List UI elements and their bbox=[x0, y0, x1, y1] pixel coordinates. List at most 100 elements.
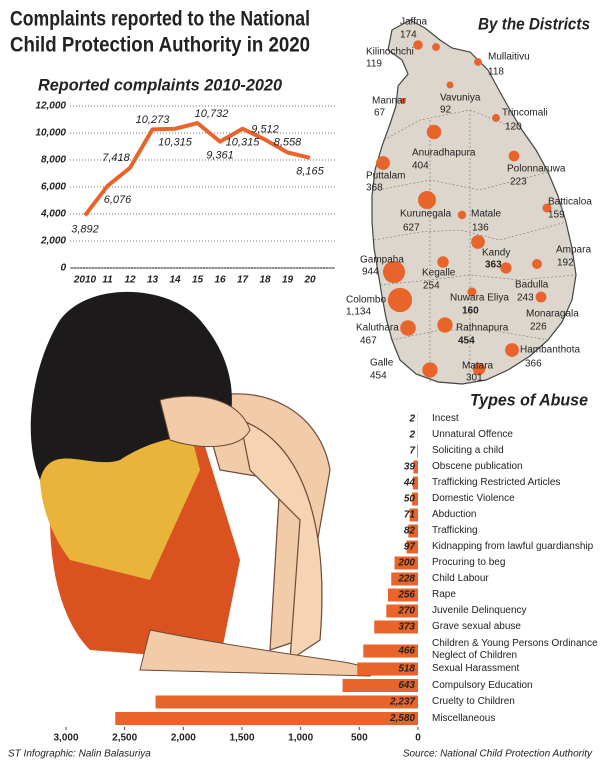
district-borders bbox=[373, 109, 575, 384]
value-label: 39 bbox=[404, 462, 416, 473]
district-bubble bbox=[376, 156, 390, 170]
bar-category: Trafficking Restricted Articles bbox=[432, 477, 561, 488]
bar-category: Rape bbox=[432, 589, 456, 600]
value-label: 2,237 bbox=[389, 697, 415, 708]
district-bubble bbox=[508, 150, 520, 162]
district-value: 160 bbox=[462, 306, 479, 317]
district-value: 174 bbox=[400, 30, 417, 41]
district-name: Batticaloa bbox=[548, 197, 592, 208]
district-bubble bbox=[505, 343, 519, 357]
district-value: 366 bbox=[525, 359, 542, 370]
district-value: 1,134 bbox=[346, 307, 371, 318]
x-tick-label: 500 bbox=[351, 733, 368, 744]
district-bubble bbox=[432, 43, 440, 51]
district-bubble bbox=[532, 259, 542, 269]
district-bubble bbox=[437, 317, 453, 333]
value-label: 373 bbox=[398, 622, 415, 633]
x-tick-label: 1,500 bbox=[229, 733, 254, 744]
value-label: 2 bbox=[408, 430, 415, 441]
bar-category: Miscellaneous bbox=[432, 712, 496, 724]
bar-category: Unnatural Offence bbox=[432, 429, 513, 440]
district-name: Puttalam bbox=[366, 171, 405, 182]
district-bubble bbox=[422, 362, 438, 378]
chart-title: By the Districts bbox=[478, 14, 590, 33]
district-name: Gampaha bbox=[360, 255, 404, 266]
bar bbox=[412, 476, 418, 490]
district-bubble bbox=[417, 190, 437, 210]
district-value: 192 bbox=[557, 258, 574, 269]
bar bbox=[386, 604, 418, 618]
bar bbox=[357, 662, 418, 676]
value-label: 8,558 bbox=[274, 136, 302, 148]
district-value: 254 bbox=[423, 281, 440, 292]
value-label: 82 bbox=[404, 526, 416, 537]
y-tick-label: 0 bbox=[60, 263, 66, 274]
value-label: 228 bbox=[397, 574, 415, 585]
bar-category: Trafficking bbox=[432, 525, 478, 536]
y-tick-label: 12,000 bbox=[35, 101, 66, 112]
value-label: 256 bbox=[397, 590, 415, 601]
value-label: 2 bbox=[408, 414, 415, 425]
bar-category: Domestic Violence bbox=[432, 493, 515, 504]
district-name: Rathnapura bbox=[456, 323, 509, 334]
district-name: Anuradhapura bbox=[412, 148, 476, 159]
district-name: Jaffna bbox=[400, 17, 427, 28]
district-bubble bbox=[500, 262, 512, 274]
bar-category: Children & Young Persons Ordinance Negle… bbox=[432, 638, 598, 661]
district-value: 223 bbox=[510, 177, 527, 188]
x-tick-label: 13 bbox=[147, 275, 159, 286]
district-bubble bbox=[474, 58, 482, 66]
y-tick-label: 10,000 bbox=[35, 128, 66, 139]
district-name: Trincomali bbox=[502, 108, 548, 119]
district-name: Polonnaruwa bbox=[507, 164, 566, 175]
value-label: 518 bbox=[398, 664, 415, 675]
district-name: Monaragala bbox=[526, 309, 579, 320]
district-value: 243 bbox=[517, 293, 534, 304]
district-name: Ampara bbox=[556, 245, 591, 256]
title: Complaints reported to the National bbox=[10, 8, 310, 31]
district-value: 159 bbox=[548, 210, 565, 221]
chart-title: Reported complaints 2010-2020 bbox=[38, 75, 283, 94]
bar bbox=[363, 644, 418, 658]
district-bubble bbox=[382, 260, 406, 284]
bar-category: Kidnapping from lawful guardianship bbox=[432, 541, 594, 552]
bar bbox=[409, 508, 418, 522]
value-label: 6,076 bbox=[104, 194, 132, 206]
district-value: 226 bbox=[530, 322, 547, 333]
bar bbox=[391, 572, 418, 586]
value-label: 97 bbox=[404, 542, 416, 553]
district-bubble bbox=[472, 362, 486, 376]
district-name: Kandy bbox=[482, 248, 510, 259]
district-bubble bbox=[535, 291, 547, 303]
x-tick-label: 2,500 bbox=[112, 733, 137, 744]
x-tick-label: 18 bbox=[259, 275, 271, 286]
district-name: Hambanthota bbox=[520, 345, 580, 356]
y-tick-label: 4,000 bbox=[40, 209, 66, 220]
bar-category: Child Labour bbox=[432, 573, 489, 584]
district-bubble bbox=[446, 81, 454, 89]
value-label: 10,315 bbox=[226, 137, 261, 149]
map-outline bbox=[371, 19, 577, 385]
bar bbox=[387, 588, 418, 602]
x-tick-label: 19 bbox=[282, 275, 294, 286]
district-name: Vavuniya bbox=[440, 93, 481, 104]
bar-category: Obscene publication bbox=[432, 461, 523, 472]
x-tick-label: 3,000 bbox=[53, 733, 78, 744]
district-value: 301 bbox=[466, 373, 483, 384]
x-tick-label: 17 bbox=[237, 275, 249, 286]
district-bubble bbox=[413, 40, 423, 50]
district-value: 454 bbox=[458, 336, 475, 347]
district-name: Kaluthara bbox=[356, 323, 399, 334]
bar-category: Cruelty to Children bbox=[432, 696, 515, 707]
district-name: Galle bbox=[370, 358, 394, 369]
district-value: 118 bbox=[488, 67, 504, 78]
value-label: 10,273 bbox=[136, 114, 171, 126]
value-label: 200 bbox=[397, 558, 415, 569]
district-name: Colombo bbox=[346, 295, 386, 306]
credit: ST Infographic: Nalin Balasuriya bbox=[8, 749, 151, 760]
district-value: 67 bbox=[374, 108, 386, 119]
district-name: Mullaitivu bbox=[488, 52, 530, 63]
district-value: 363 bbox=[485, 260, 502, 271]
